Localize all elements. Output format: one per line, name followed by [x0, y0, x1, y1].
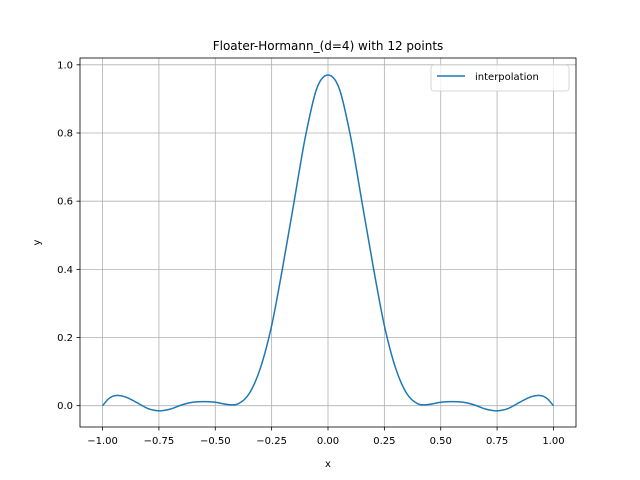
x-tick-label: −0.75 [144, 436, 175, 447]
series-line-interpolation [101, 74, 555, 412]
y-axis: 0.0 0.2 0.4 0.6 0.8 1.0 [57, 60, 80, 412]
plot-lines [101, 74, 555, 412]
x-axis: −1.00 −0.75 −0.50 −0.25 0.00 0.25 0.50 0.75 1.00 [87, 427, 565, 447]
x-tick-label: −0.50 [200, 436, 231, 447]
x-tick-label: 0.50 [430, 436, 452, 447]
x-tick-label: 0.25 [373, 436, 395, 447]
x-tick-label: −1.00 [87, 436, 118, 447]
x-tick-label: 1.00 [542, 436, 564, 447]
y-tick-label: 0.4 [57, 265, 73, 276]
x-axis-label: x [325, 459, 331, 470]
legend-box [430, 64, 570, 92]
legend-label: interpolation [475, 72, 539, 83]
y-tick-label: 0.8 [57, 128, 73, 139]
grid [80, 58, 576, 427]
y-axis-label: y [32, 239, 43, 245]
y-tick-label: 1.0 [57, 60, 73, 71]
y-tick-label: 0.6 [57, 197, 73, 208]
chart-title: Floater-Hormann_(d=4) with 12 points [213, 39, 444, 53]
x-tick-label: 0.00 [317, 436, 339, 447]
legend: interpolation [430, 64, 570, 92]
y-tick-label: 0.0 [57, 401, 73, 412]
y-tick-label: 0.2 [57, 333, 73, 344]
x-tick-label: 0.75 [486, 436, 508, 447]
x-tick-label: −0.25 [256, 436, 287, 447]
